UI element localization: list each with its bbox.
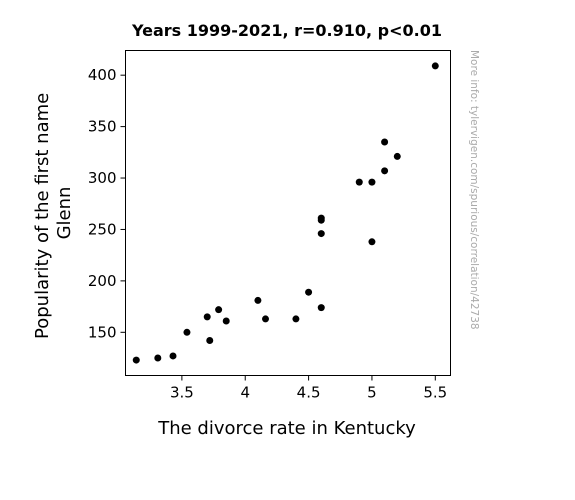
x-tick-label: 3.5 — [170, 384, 194, 402]
data-point — [305, 288, 313, 296]
data-point — [393, 152, 401, 160]
data-point — [154, 354, 162, 362]
plot-frame — [125, 50, 451, 376]
data-point — [317, 230, 325, 238]
data-point — [215, 306, 223, 314]
data-point — [368, 178, 376, 186]
y-tick-label: 350 — [88, 118, 117, 136]
x-tick-label: 4 — [240, 384, 250, 402]
data-point — [262, 315, 270, 323]
data-point — [317, 304, 325, 312]
data-point — [431, 62, 439, 70]
data-point — [206, 337, 214, 345]
data-point — [317, 214, 325, 222]
data-point — [169, 352, 177, 360]
x-tick-label: 4.5 — [297, 384, 321, 402]
plot-area: 3.5 4 4.5 5 5.5 150 200 250 300 350 400 — [88, 50, 451, 402]
y-tick-label: 200 — [88, 272, 117, 290]
y-tick-label: 300 — [88, 169, 117, 187]
x-tick-label: 5.5 — [423, 384, 447, 402]
x-tick-label: 5 — [367, 384, 377, 402]
y-tick-label: 150 — [88, 323, 117, 341]
chart-title: Years 1999-2021, r=0.910, p<0.01 — [131, 21, 442, 40]
x-axis: 3.5 4 4.5 5 5.5 — [170, 375, 447, 402]
data-point — [254, 296, 262, 304]
data-point — [381, 167, 389, 175]
y-axis: 150 200 250 300 350 400 — [88, 66, 126, 341]
data-point — [381, 138, 389, 146]
x-axis-label: The divorce rate in Kentucky — [157, 418, 416, 439]
y-axis-label-line-1: Popularity of the first name — [32, 93, 53, 339]
data-point — [292, 315, 300, 323]
y-axis-label: Popularity of the first name Glenn — [32, 87, 75, 339]
y-axis-label-line-2: Glenn — [54, 187, 75, 240]
data-point — [132, 356, 140, 364]
data-point — [368, 238, 376, 246]
y-tick-label: 250 — [88, 220, 117, 238]
watermark: More info: tylervigen.com/spurious/corre… — [468, 50, 480, 330]
data-points — [132, 62, 439, 364]
data-point — [222, 317, 230, 325]
data-point — [183, 328, 191, 336]
y-tick-label: 400 — [88, 66, 117, 84]
data-point — [203, 313, 211, 321]
data-point — [355, 178, 363, 186]
